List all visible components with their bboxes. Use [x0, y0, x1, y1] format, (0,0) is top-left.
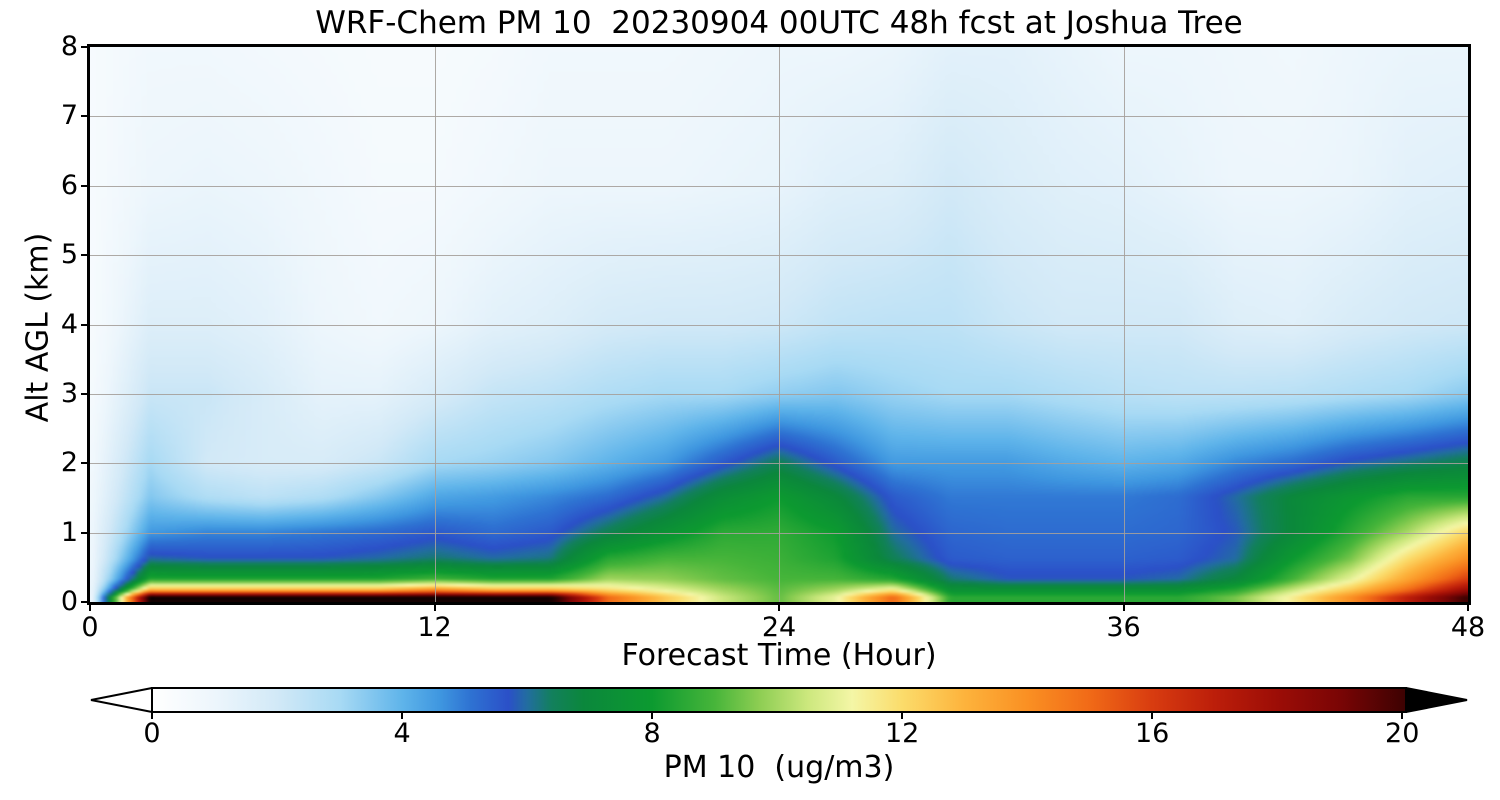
- y-tick-label: 3: [60, 377, 78, 409]
- y-tick-mark: [81, 531, 87, 534]
- gridline-horizontal: [90, 116, 1468, 118]
- x-tick-mark: [1122, 605, 1125, 611]
- x-tick-mark: [433, 605, 436, 611]
- x-tick-mark: [778, 605, 780, 611]
- y-tick-label: 0: [60, 586, 78, 617]
- colorbar-tick-label: 12: [884, 718, 920, 749]
- y-tick-label: 2: [60, 447, 78, 479]
- plot-title: WRF-Chem PM 10 20230904 00UTC 48h fcst a…: [315, 5, 1243, 41]
- x-tick-label: 48: [1450, 612, 1486, 643]
- colorbar: [90, 686, 1468, 714]
- y-tick-mark: [81, 115, 87, 118]
- y-tick-label: 5: [60, 239, 78, 271]
- colorbar-gradient: [90, 686, 1468, 714]
- x-tick-label: 12: [417, 612, 452, 643]
- x-tick-label: 24: [761, 612, 797, 643]
- colorbar-right-arrow: [1405, 686, 1468, 714]
- y-tick-mark: [81, 323, 87, 326]
- y-tick-label: 1: [60, 516, 78, 548]
- colorbar-label: PM 10 (ug/m3): [663, 750, 895, 785]
- x-tick-mark: [1467, 605, 1469, 611]
- x-tick-label: 0: [81, 612, 99, 643]
- y-tick-label: 4: [60, 308, 78, 340]
- colorbar-tick-mark: [1401, 713, 1404, 719]
- y-tick-mark: [81, 462, 87, 465]
- y-tick-label: 7: [60, 100, 78, 132]
- colorbar-left-arrow: [90, 686, 153, 714]
- y-tick-mark: [81, 184, 87, 187]
- x-axis-label: Forecast Time (Hour): [621, 638, 937, 673]
- colorbar-tick-label: 20: [1385, 718, 1420, 749]
- y-tick-mark: [81, 46, 87, 48]
- colorbar-body: [151, 687, 1407, 713]
- y-tick-label: 8: [60, 31, 78, 62]
- plot-area: [87, 44, 1471, 605]
- gridline-horizontal: [90, 185, 1468, 187]
- colorbar-tick-mark: [901, 713, 904, 719]
- colorbar-tick-label: 16: [1135, 718, 1170, 749]
- gridline-horizontal: [90, 463, 1468, 465]
- gridline-horizontal: [90, 532, 1468, 534]
- y-tick-mark: [81, 601, 87, 603]
- colorbar-tick-mark: [401, 713, 404, 719]
- y-tick-mark: [81, 254, 87, 257]
- colorbar-tick-mark: [151, 713, 153, 719]
- y-axis-label: Alt AGL (km): [20, 232, 56, 423]
- x-tick-mark: [89, 605, 91, 611]
- gridline-horizontal: [90, 255, 1468, 257]
- colorbar-tick-label: 0: [143, 718, 161, 749]
- y-tick-label: 6: [60, 169, 78, 201]
- colorbar-tick-mark: [1151, 713, 1154, 719]
- colorbar-tick-label: 4: [393, 718, 411, 749]
- gridline-horizontal: [90, 393, 1468, 395]
- colorbar-tick-label: 8: [643, 718, 661, 749]
- gridline-horizontal: [90, 324, 1468, 326]
- y-tick-mark: [81, 392, 87, 395]
- colorbar-tick-mark: [651, 713, 654, 719]
- x-tick-label: 36: [1106, 612, 1141, 643]
